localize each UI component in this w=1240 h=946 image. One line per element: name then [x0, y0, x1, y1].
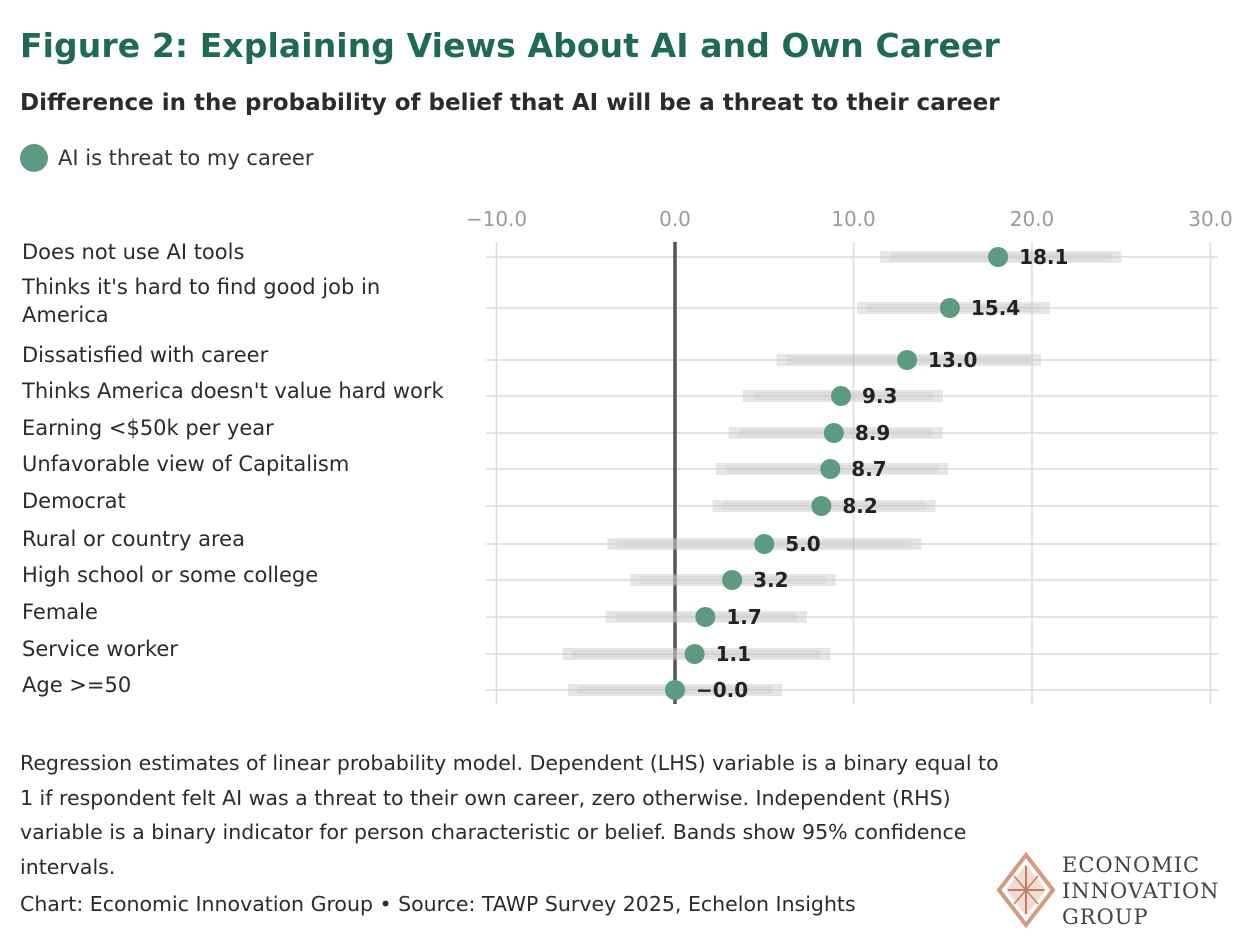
row-label: America	[22, 303, 109, 327]
eig-logo: ECONOMIC INNOVATION GROUP	[996, 851, 1232, 932]
data-point	[988, 247, 1009, 267]
legend-label: AI is threat to my career	[58, 146, 314, 170]
x-tick-label: −10.0	[466, 207, 527, 231]
legend-marker-icon	[20, 144, 48, 172]
value-label: 15.4	[971, 296, 1020, 320]
dot-plot: −10.0 0.0 10.0 20.0 30.0 18.1 Does not use AI …	[21, 207, 1233, 704]
chart-source: Chart: Economic Innovation Group • Sourc…	[20, 892, 856, 916]
value-label: 8.7	[851, 457, 886, 481]
logo-line-2: INNOVATION	[1062, 879, 1220, 903]
value-label: 18.1	[1019, 245, 1068, 269]
x-tick-label: 20.0	[1010, 207, 1055, 231]
value-label: 8.9	[855, 421, 890, 445]
row-label: Thinks America doesn't value hard work	[21, 379, 445, 403]
row-label: Thinks it's hard to find good job in	[21, 275, 380, 299]
data-point	[754, 534, 775, 554]
x-tick-label: 0.0	[659, 207, 691, 231]
data-point	[684, 644, 705, 664]
row-label: Rural or country area	[22, 527, 245, 551]
row-label: Age >=50	[22, 673, 131, 697]
row-label: Earning <$50k per year	[22, 416, 274, 440]
data-point	[820, 459, 841, 479]
value-label: 9.3	[862, 384, 897, 408]
x-tick-label: 10.0	[831, 207, 876, 231]
data-point	[831, 386, 852, 406]
row-label: Democrat	[22, 489, 126, 513]
value-label: 1.7	[726, 605, 761, 629]
logo-line-3: GROUP	[1062, 905, 1149, 929]
chart-title: Figure 2: Explaining Views About AI and …	[20, 26, 1000, 65]
data-point	[722, 570, 743, 590]
value-label: 5.0	[785, 532, 820, 556]
value-label: 13.0	[928, 348, 977, 372]
value-label: 1.1	[716, 642, 751, 666]
data-point	[665, 680, 685, 700]
x-tick-label: 30.0	[1188, 207, 1233, 231]
value-label: −0.0	[696, 678, 748, 702]
row-label: High school or some college	[22, 563, 318, 587]
chart-notes: Regression estimates of linear probabili…	[20, 751, 999, 879]
data-point	[939, 298, 960, 318]
row-label: Service worker	[22, 637, 178, 661]
row-label: Dissatisfied with career	[22, 343, 269, 367]
data-point	[897, 350, 918, 370]
legend: AI is threat to my career	[20, 144, 313, 172]
diamond-logo-icon	[996, 851, 1056, 929]
data-point	[695, 607, 716, 627]
row-label: Unfavorable view of Capitalism	[22, 452, 349, 476]
row-label: Does not use AI tools	[22, 240, 244, 264]
value-label: 3.2	[753, 568, 788, 592]
logo-line-1: ECONOMIC	[1062, 853, 1201, 877]
value-label: 8.2	[842, 494, 877, 518]
row-label: Female	[22, 600, 98, 624]
chart-subtitle: Difference in the probability of belief …	[20, 90, 1000, 116]
data-point	[823, 423, 844, 443]
data-point	[811, 496, 832, 516]
